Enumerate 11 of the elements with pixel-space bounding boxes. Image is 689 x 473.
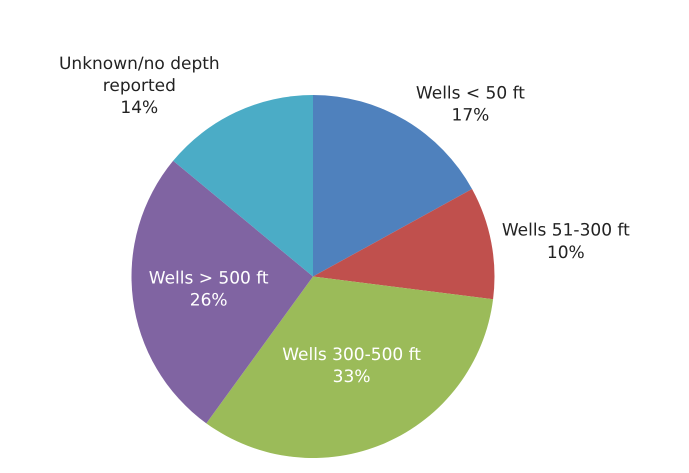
- slice-label: Wells < 50 ft: [416, 84, 526, 104]
- data-label: 10%: [546, 242, 585, 263]
- slice-label: Unknown/no depth reported: [58, 54, 220, 96]
- data-label: 33%: [332, 367, 370, 388]
- slice-label: Wells 300-500 ft: [282, 344, 422, 365]
- data-label: 17%: [452, 106, 490, 126]
- pie-slice: [313, 189, 494, 300]
- slice-label: Wells 51-300 ft: [502, 220, 630, 241]
- data-label: 26%: [190, 290, 228, 311]
- data-label: 14%: [120, 98, 158, 118]
- slice-label: Wells > 500 ft: [148, 268, 269, 289]
